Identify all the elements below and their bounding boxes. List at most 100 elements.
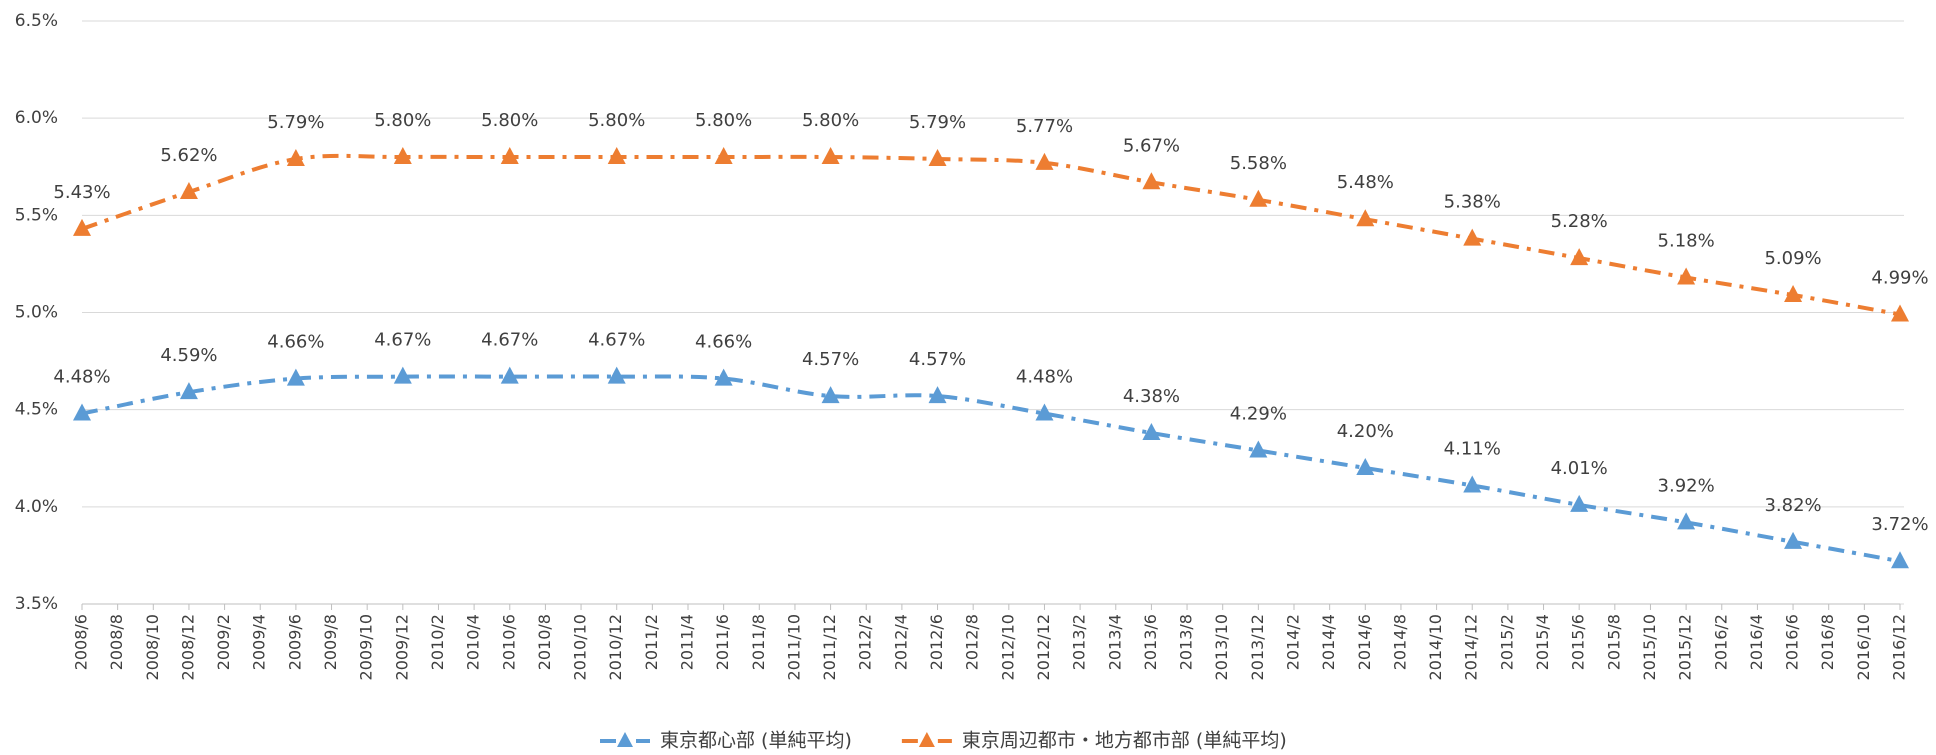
marker <box>1356 209 1375 227</box>
data-label: 4.38% <box>1123 386 1180 407</box>
x-tick-label: 2015/2 <box>1497 614 1516 670</box>
x-tick-label: 2009/8 <box>321 614 340 670</box>
x-tick-label: 2013/10 <box>1212 614 1231 680</box>
y-tick-label: 6.5% <box>15 11 58 31</box>
data-label: 4.57% <box>802 349 859 370</box>
x-tick-label: 2016/4 <box>1747 614 1766 670</box>
marker <box>1784 285 1803 303</box>
x-tick-label: 2013/12 <box>1248 614 1267 680</box>
x-tick-label: 2011/8 <box>749 614 768 670</box>
data-label: 5.48% <box>1337 172 1394 193</box>
data-label: 3.82% <box>1764 495 1821 516</box>
marker <box>179 382 198 400</box>
x-tick-label: 2015/6 <box>1569 614 1588 670</box>
data-label: 5.58% <box>1230 153 1287 174</box>
y-tick-label: 5.0% <box>15 303 58 323</box>
x-tick-label: 2013/8 <box>1177 614 1196 670</box>
data-label: 5.80% <box>588 110 645 131</box>
x-tick-label: 2010/12 <box>606 614 625 680</box>
marker <box>286 148 305 166</box>
x-tick-label: 2013/2 <box>1070 614 1089 670</box>
data-label: 4.57% <box>909 349 966 370</box>
x-tick-label: 2008/6 <box>72 614 91 670</box>
x-tick-label: 2014/2 <box>1284 614 1303 670</box>
data-label: 4.20% <box>1337 421 1394 442</box>
data-label: 4.59% <box>160 345 217 366</box>
x-tick-label: 2009/10 <box>357 614 376 680</box>
legend-label: 東京都心部 (単純平均) <box>660 730 852 752</box>
marker <box>73 218 91 236</box>
marker <box>179 182 198 200</box>
series-line <box>81 374 1901 564</box>
data-label: 4.01% <box>1551 458 1608 479</box>
y-tick-label: 4.0% <box>15 497 58 517</box>
x-tick-label: 2011/2 <box>642 614 661 670</box>
marker <box>1891 551 1909 569</box>
data-label: 4.11% <box>1444 438 1501 459</box>
marker <box>1570 248 1589 266</box>
x-tick-label: 2011/4 <box>678 614 697 670</box>
x-tick-label: 2014/6 <box>1355 614 1374 670</box>
data-label: 5.38% <box>1444 192 1501 213</box>
marker <box>1784 531 1803 549</box>
marker <box>1891 304 1909 322</box>
marker <box>607 366 626 384</box>
x-tick-label: 2009/4 <box>250 614 269 670</box>
data-label: 4.67% <box>374 330 431 351</box>
marker <box>607 147 626 165</box>
data-label: 4.99% <box>1871 267 1928 288</box>
x-tick-label: 2012/2 <box>856 614 875 670</box>
x-tick-label: 2015/10 <box>1640 614 1659 680</box>
data-label: 4.67% <box>481 330 538 351</box>
x-tick-label: 2014/12 <box>1462 614 1481 680</box>
data-label: 5.77% <box>1016 116 1073 137</box>
data-label: 4.67% <box>588 330 645 351</box>
marker <box>393 147 412 165</box>
x-tick-label: 2012/6 <box>927 614 946 670</box>
y-tick-label: 4.5% <box>15 400 58 420</box>
x-tick-label: 2009/12 <box>392 614 411 680</box>
y-tick-label: 5.5% <box>15 205 58 225</box>
x-tick-label: 2008/8 <box>107 614 126 670</box>
y-tick-label: 6.0% <box>15 108 58 128</box>
legend-marker <box>617 732 633 747</box>
x-tick-label: 2008/12 <box>178 614 197 680</box>
x-tick-label: 2010/2 <box>428 614 447 670</box>
x-tick-label: 2012/10 <box>998 614 1017 680</box>
x-tick-label: 2010/8 <box>535 614 554 670</box>
marker <box>1677 267 1696 285</box>
data-label: 5.79% <box>267 112 324 133</box>
marker <box>1249 189 1268 207</box>
x-tick-label: 2016/8 <box>1818 614 1837 670</box>
data-label: 4.66% <box>267 332 324 353</box>
data-label: 5.80% <box>695 110 752 131</box>
marker <box>286 368 305 386</box>
data-label: 5.43% <box>53 182 110 203</box>
marker <box>1142 422 1161 440</box>
data-label: 3.92% <box>1658 475 1715 496</box>
marker <box>821 147 840 165</box>
data-label: 4.48% <box>53 367 110 388</box>
marker <box>1677 512 1696 530</box>
marker <box>1463 228 1482 246</box>
x-tick-label: 2010/10 <box>571 614 590 680</box>
marker <box>500 366 519 384</box>
x-tick-label: 2008/10 <box>143 614 162 680</box>
legend-label: 東京周辺都市・地方都市部 (単純平均) <box>962 730 1287 752</box>
x-tick-label: 2011/10 <box>784 614 803 680</box>
marker <box>714 147 733 165</box>
x-tick-label: 2012/4 <box>891 614 910 670</box>
data-label: 5.80% <box>481 110 538 131</box>
data-label: 5.62% <box>160 145 217 166</box>
x-tick-label: 2010/4 <box>464 614 483 670</box>
x-tick-label: 2015/8 <box>1604 614 1623 670</box>
data-label: 5.79% <box>909 112 966 133</box>
marker <box>393 366 412 384</box>
x-tick-label: 2014/4 <box>1319 614 1338 670</box>
series-line <box>81 153 1901 317</box>
legend-marker <box>918 732 935 747</box>
x-tick-label: 2011/6 <box>713 614 732 670</box>
data-label: 4.48% <box>1016 367 1073 388</box>
marker <box>928 386 947 404</box>
